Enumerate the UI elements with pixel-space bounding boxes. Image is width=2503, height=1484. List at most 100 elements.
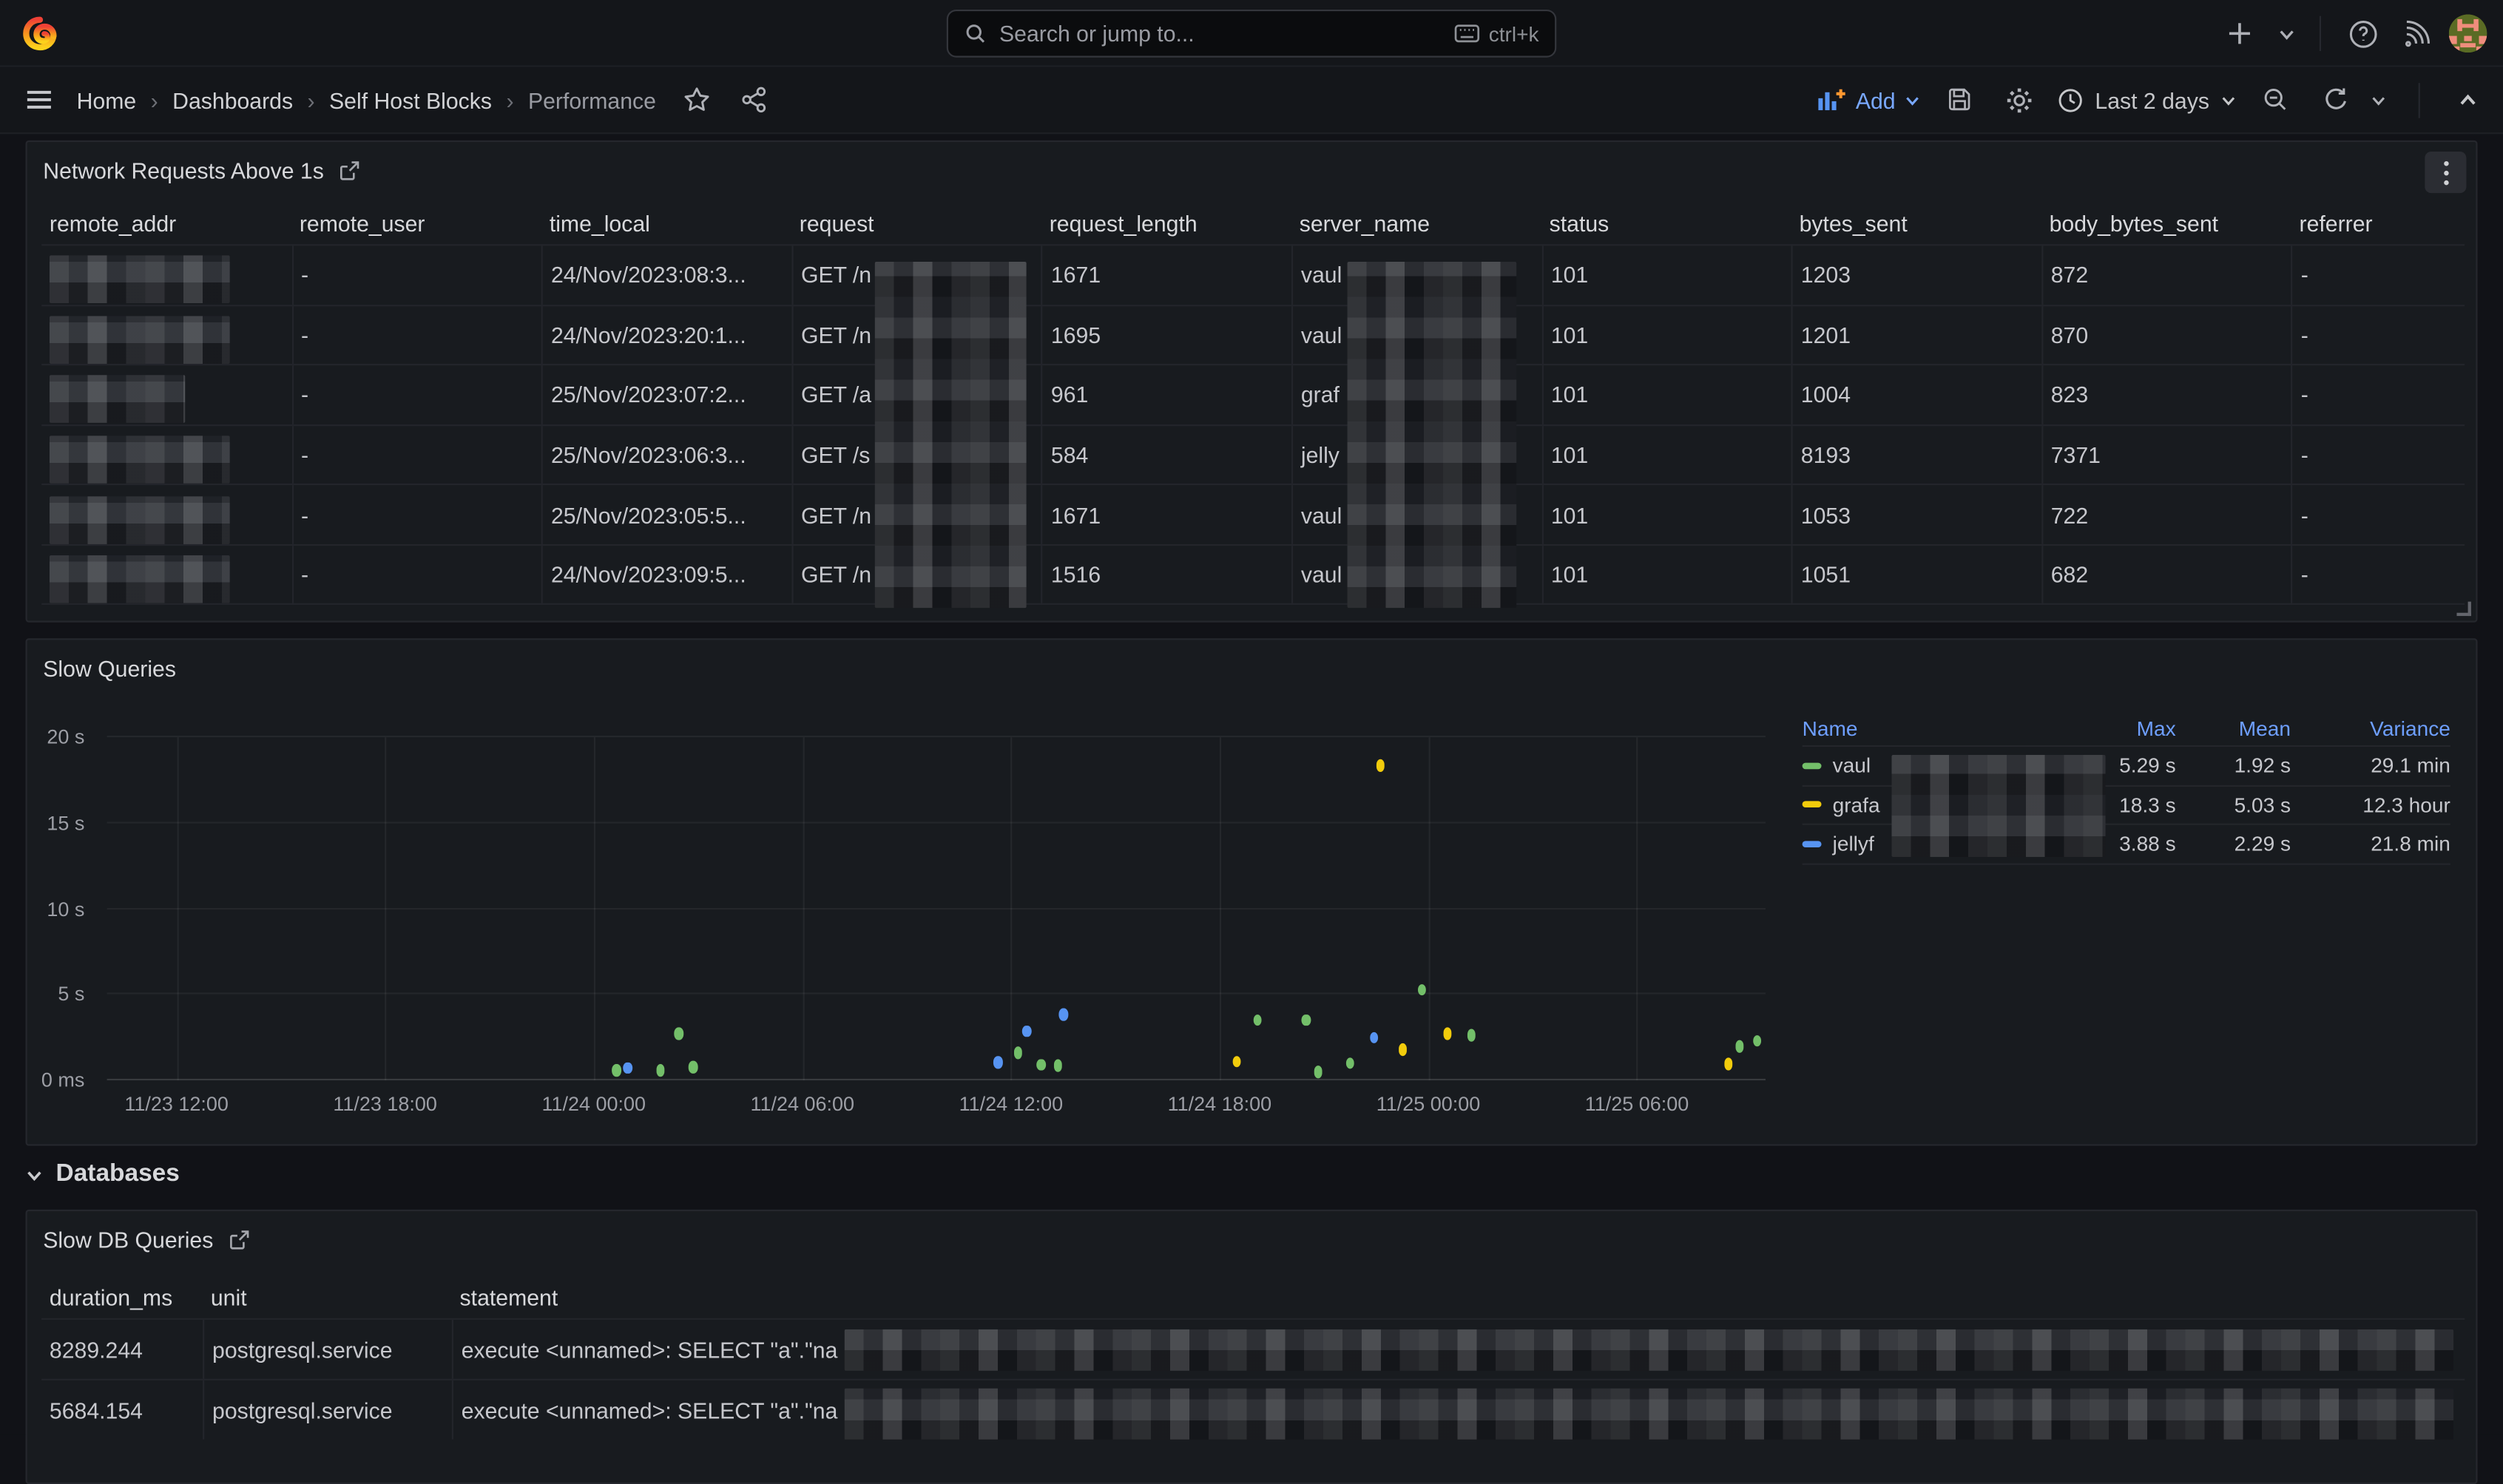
cell-remote-addr — [41, 366, 291, 424]
y-tick-label: 5 s — [58, 983, 85, 1006]
y-gridline — [107, 735, 1766, 738]
panel-header[interactable]: Network Requests Above 1s — [27, 142, 2476, 186]
scatter-point — [623, 1062, 632, 1074]
grafana-logo-icon[interactable] — [22, 16, 57, 50]
panel-menu-kebab-icon[interactable] — [2425, 152, 2467, 194]
cell-remote-user: - — [291, 245, 541, 305]
column-header[interactable]: duration_ms — [49, 1284, 173, 1310]
scatter-point — [656, 1064, 666, 1077]
mega-menu-icon[interactable] — [16, 78, 61, 122]
legend-header-variance[interactable]: Variance — [2370, 715, 2450, 740]
legend-max-value: 18.3 s — [2119, 793, 2176, 817]
cell-request-length: 1671 — [1041, 485, 1291, 544]
share-icon[interactable] — [733, 78, 777, 122]
cell-time-local: 25/Nov/2023:06:3... — [541, 425, 791, 484]
column-header[interactable]: body_bytes_sent — [2049, 209, 2219, 236]
top-nav-actions — [2217, 0, 2487, 67]
legend-header-mean[interactable]: Mean — [2238, 715, 2291, 740]
column-header[interactable]: status — [1549, 209, 1609, 236]
cell-remote-addr — [41, 486, 291, 544]
external-link-icon[interactable] — [338, 160, 360, 182]
cell-server-name: vaul — [1291, 546, 1541, 603]
news-rss-icon[interactable] — [2394, 11, 2439, 55]
cell-time-local: 24/Nov/2023:20:1... — [541, 305, 791, 365]
cell-bytes-sent: 1203 — [1791, 245, 2041, 305]
cell-referrer: - — [2291, 245, 2465, 305]
column-header[interactable]: referrer — [2299, 209, 2373, 236]
column-header[interactable]: bytes_sent — [1799, 209, 1908, 236]
cell-body-bytes-sent: 823 — [2041, 365, 2291, 424]
help-icon[interactable] — [2340, 11, 2385, 55]
collapse-toolbar-chevron-up-icon[interactable] — [2445, 78, 2490, 122]
table-row: - 25/Nov/2023:05:5... GET /n 1671 vaul 1… — [41, 484, 2465, 544]
favorite-star-icon[interactable] — [675, 78, 720, 122]
x-tick-label: 11/23 12:00 — [124, 1093, 229, 1116]
legend-series-toggle[interactable]: grafa — [1802, 793, 2061, 816]
refresh-group — [2313, 78, 2393, 122]
table-row: 5684.154 postgresql.service execute <unn… — [41, 1378, 2465, 1440]
x-gridline — [1637, 737, 1639, 1081]
legend-header-name[interactable]: Name — [1802, 715, 1858, 740]
cell-request: GET /n — [791, 305, 1041, 365]
cell-request-length: 584 — [1041, 425, 1291, 484]
cell-body-bytes-sent: 682 — [2041, 546, 2291, 603]
x-gridline — [1428, 737, 1430, 1081]
redacted-block — [49, 555, 230, 603]
search-input[interactable]: Search or jump to... ctrl+k — [946, 9, 1557, 58]
cell-time-local: 25/Nov/2023:05:5... — [541, 485, 791, 544]
dashboard-settings-icon[interactable] — [1998, 78, 2042, 122]
scatter-point — [1443, 1028, 1453, 1040]
table-row: - 25/Nov/2023:06:3... GET /s 584 jelly 1… — [41, 424, 2465, 484]
new-button[interactable] — [2217, 11, 2262, 55]
dashboard-quick-actions — [675, 78, 777, 122]
column-header[interactable]: request — [799, 209, 874, 236]
column-header[interactable]: remote_user — [299, 209, 425, 236]
cell-statement: execute <unnamed>: SELECT "a"."na — [451, 1319, 2465, 1379]
panel-resize-handle[interactable] — [2456, 601, 2471, 617]
redacted-block — [49, 495, 230, 544]
redacted-block — [1347, 261, 1517, 609]
section-databases-toggle[interactable]: Databases — [26, 1152, 180, 1196]
panel-header[interactable]: Slow Queries — [27, 640, 2476, 684]
cell-server-name: vaul — [1291, 245, 1541, 305]
cell-referrer: - — [2291, 305, 2465, 365]
panel-title: Slow DB Queries — [43, 1227, 214, 1253]
external-link-icon[interactable] — [228, 1229, 250, 1251]
refresh-interval-chevron-icon[interactable] — [2364, 78, 2393, 122]
column-header[interactable]: time_local — [549, 209, 650, 236]
legend-header-max[interactable]: Max — [2136, 715, 2176, 740]
x-gridline — [802, 737, 804, 1081]
cell-remote-user: - — [291, 485, 541, 544]
breadcrumb-home[interactable]: Home — [76, 87, 137, 113]
scatter-point — [1417, 983, 1427, 996]
zoom-out-time-icon[interactable] — [2252, 78, 2297, 122]
save-dashboard-button[interactable] — [1937, 78, 1982, 122]
x-tick-label: 11/25 06:00 — [1584, 1093, 1689, 1116]
refresh-icon[interactable] — [2313, 78, 2357, 122]
column-header[interactable]: unit — [210, 1284, 247, 1310]
legend-max-value: 3.88 s — [2119, 831, 2176, 856]
legend-series-name: vaul — [1832, 753, 1871, 778]
column-header[interactable]: server_name — [1299, 209, 1430, 236]
x-tick-label: 11/24 18:00 — [1167, 1093, 1272, 1116]
add-button[interactable]: Add — [1819, 87, 1921, 112]
breadcrumb-separator: › — [307, 87, 315, 113]
column-header[interactable]: request_length — [1049, 209, 1198, 236]
breadcrumb-folder[interactable]: Self Host Blocks — [329, 87, 493, 113]
divider — [2319, 16, 2322, 52]
column-header[interactable]: remote_addr — [49, 209, 177, 236]
x-gridline — [1010, 737, 1013, 1081]
user-avatar[interactable] — [2448, 14, 2487, 53]
breadcrumb-dashboards[interactable]: Dashboards — [172, 87, 294, 113]
legend-series-toggle[interactable]: vaul — [1802, 753, 2061, 778]
scatter-point — [688, 1060, 697, 1074]
new-chevron-down-icon[interactable] — [2271, 11, 2300, 55]
time-range-picker[interactable]: Last 2 days — [2058, 87, 2237, 112]
panel-header[interactable]: Slow DB Queries — [27, 1211, 2476, 1256]
x-gridline — [385, 737, 387, 1081]
legend-max-value: 5.29 s — [2119, 753, 2176, 778]
slow-db-queries-table: duration_ms unit statement 8289.244 post… — [41, 1277, 2465, 1440]
column-header[interactable]: statement — [459, 1284, 558, 1310]
legend-series-toggle[interactable]: jellyf — [1802, 832, 2061, 855]
